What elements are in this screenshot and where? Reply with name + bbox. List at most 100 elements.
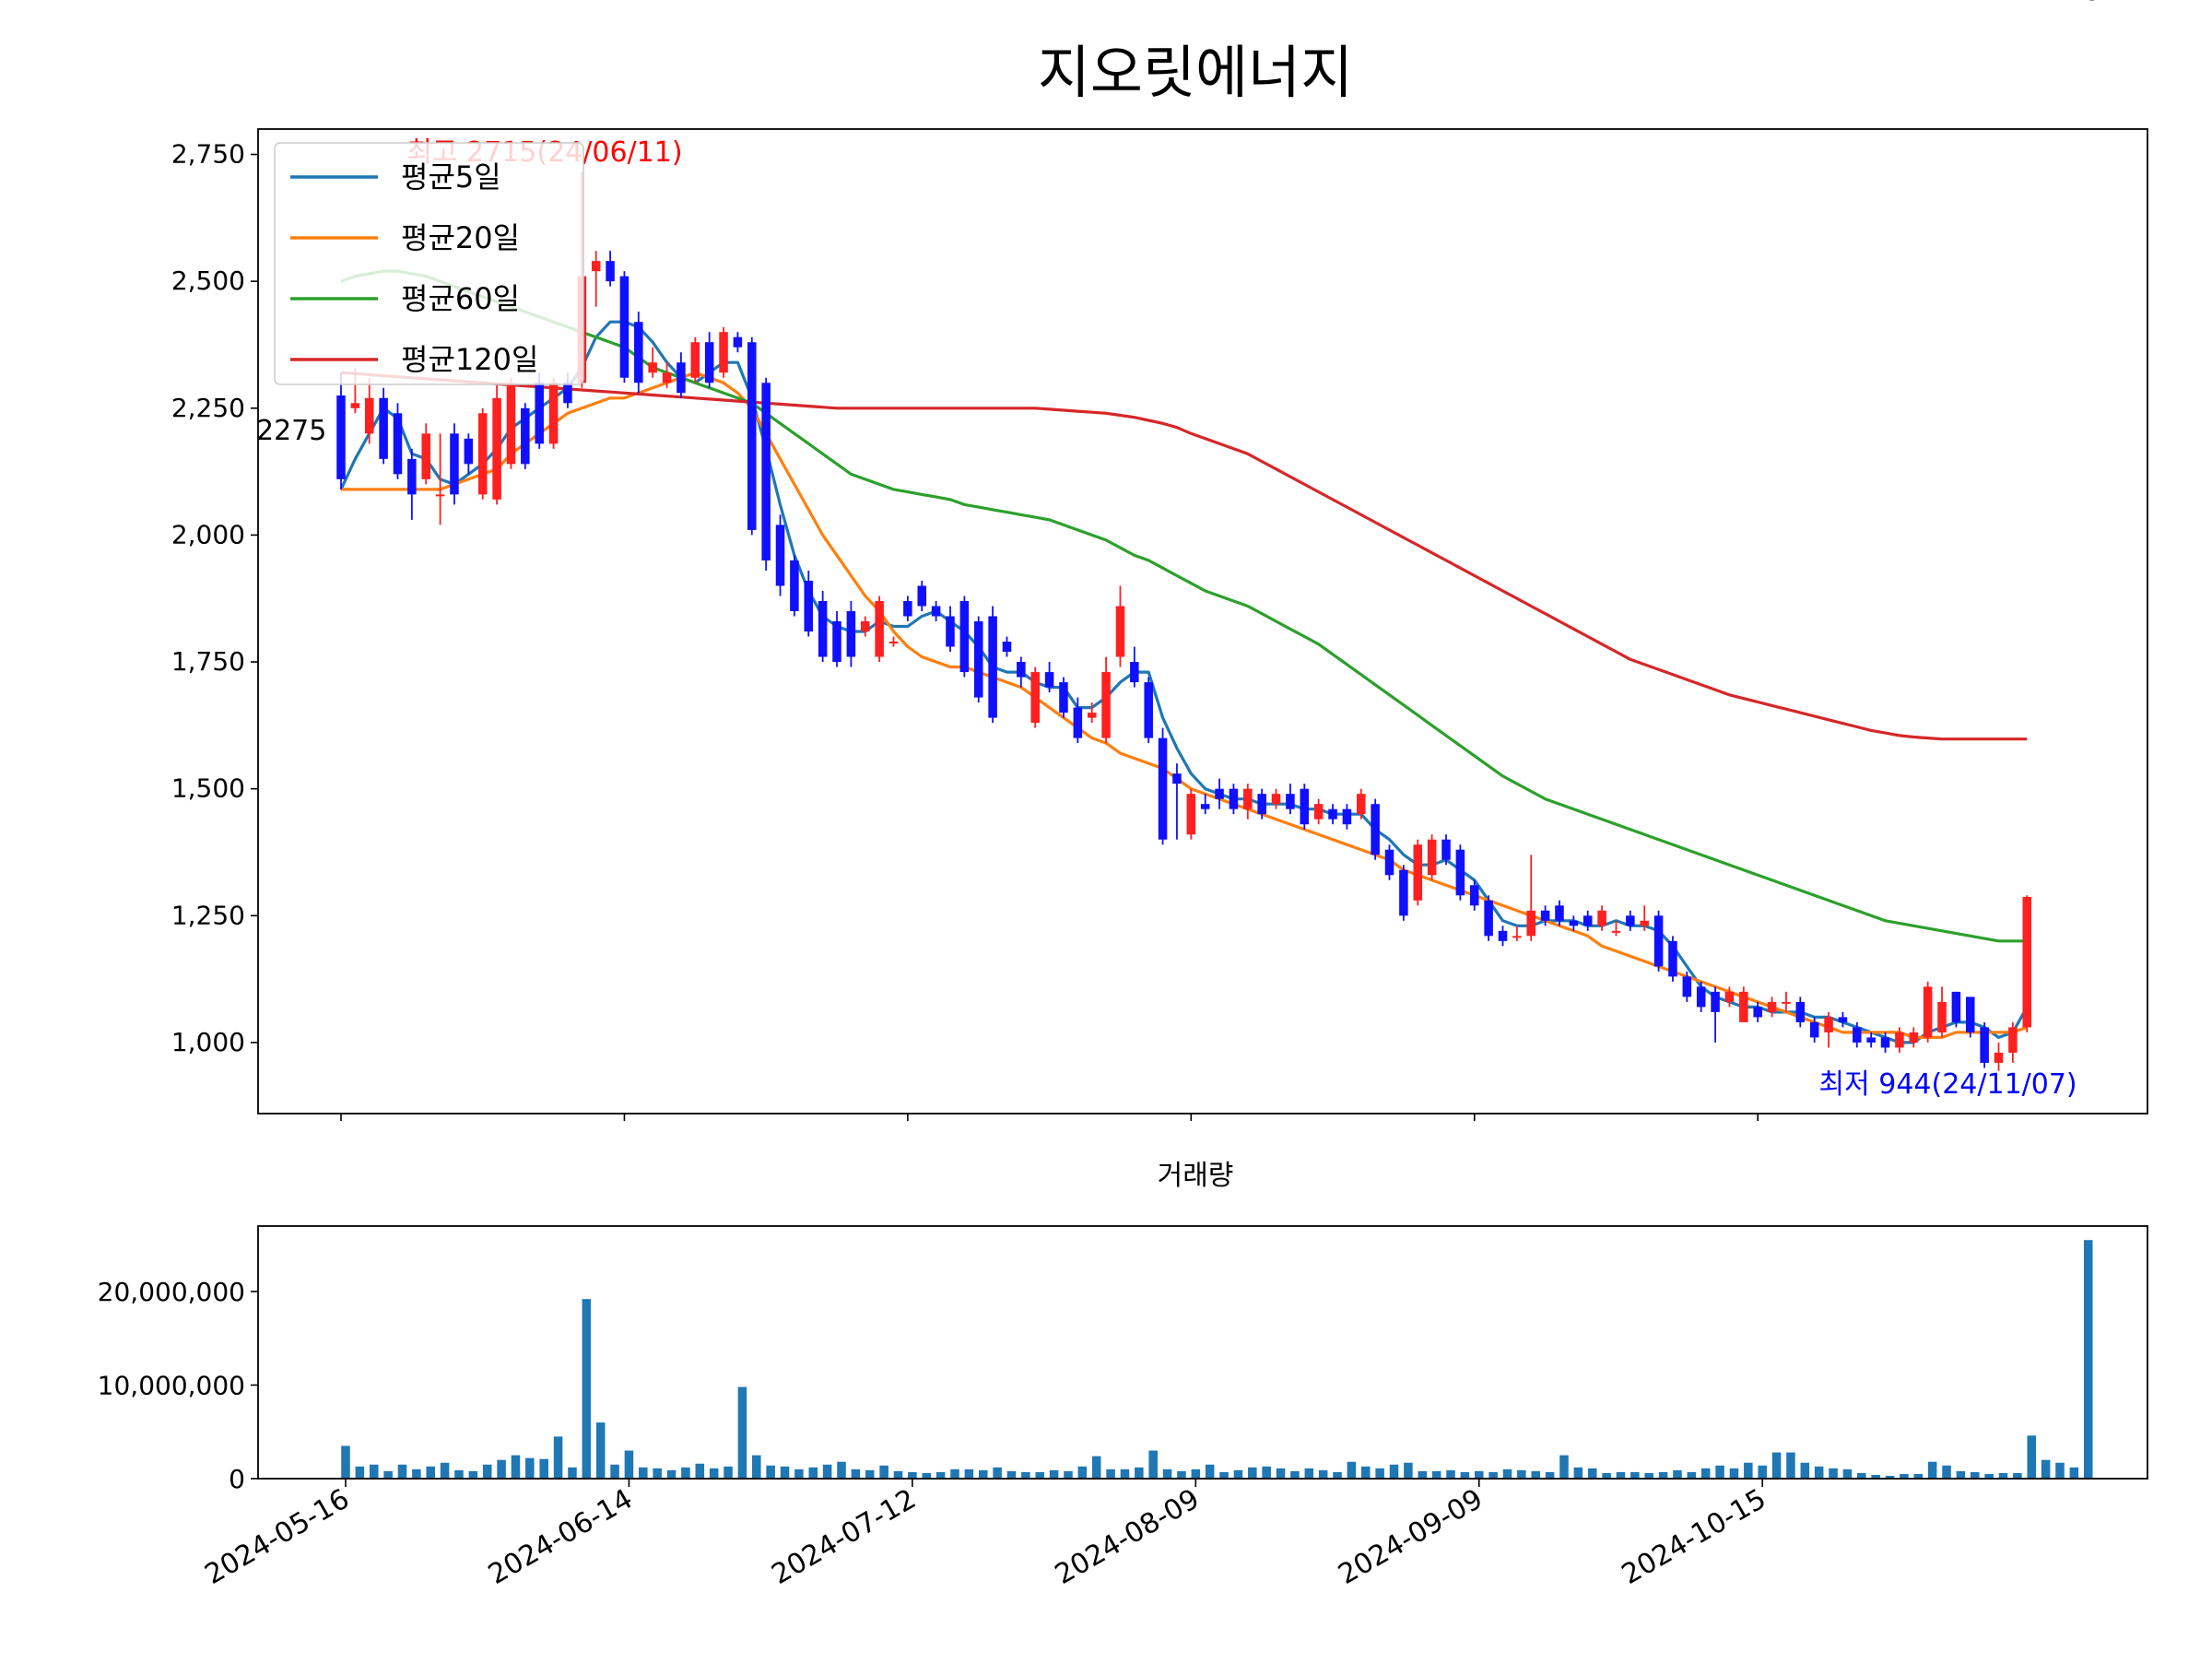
candle-body bbox=[1711, 991, 1720, 1012]
volume-bar bbox=[2013, 1472, 2022, 1479]
volume-bar bbox=[724, 1466, 733, 1479]
volume-bar bbox=[1361, 1466, 1371, 1479]
volume-bar bbox=[624, 1450, 634, 1479]
volume-bar bbox=[851, 1468, 861, 1479]
volume-bar bbox=[553, 1436, 563, 1479]
y-tick-label: 1,250 bbox=[171, 900, 245, 930]
volume-bar bbox=[1942, 1465, 1951, 1479]
volume-bar bbox=[1700, 1468, 1711, 1479]
volume-bar bbox=[2027, 1435, 2037, 1479]
volume-bar bbox=[893, 1470, 903, 1479]
volume-bar bbox=[1446, 1469, 1455, 1479]
volume-bar bbox=[695, 1463, 705, 1479]
candle-body bbox=[1569, 920, 1579, 926]
volume-bar bbox=[412, 1468, 421, 1479]
volume-bar bbox=[525, 1457, 535, 1479]
volume-bar bbox=[1091, 1456, 1101, 1479]
candle-body bbox=[450, 433, 459, 495]
candle-body bbox=[477, 413, 488, 495]
candle-body bbox=[946, 616, 955, 647]
candle-body bbox=[1824, 1017, 1833, 1032]
volume-bar bbox=[595, 1422, 606, 1479]
first-close-annotation: 2275 bbox=[256, 415, 326, 447]
volume-bar bbox=[369, 1464, 379, 1479]
volume-bar bbox=[837, 1461, 846, 1479]
volume-bar bbox=[1077, 1466, 1088, 1479]
price-plot-frame bbox=[257, 128, 2148, 1115]
volume-bar bbox=[908, 1471, 917, 1479]
volume-bar bbox=[1971, 1471, 1980, 1479]
candle-body bbox=[931, 606, 941, 617]
volume-bar bbox=[1276, 1468, 1286, 1479]
volume-bar bbox=[780, 1466, 790, 1479]
candle-body bbox=[704, 342, 714, 383]
candle-body bbox=[464, 438, 474, 465]
volume-bar bbox=[2055, 1462, 2065, 1479]
candle-body bbox=[1229, 788, 1239, 809]
volume-bar bbox=[397, 1464, 407, 1479]
candle-body bbox=[973, 621, 983, 698]
candle-body bbox=[959, 600, 970, 673]
candle-body bbox=[832, 621, 841, 663]
volume-bar bbox=[2041, 1459, 2051, 1479]
candle-body bbox=[1059, 682, 1068, 714]
volume-bar bbox=[1559, 1455, 1569, 1479]
candle-body bbox=[1853, 1027, 1862, 1043]
candle-body bbox=[761, 383, 771, 560]
volume-bar bbox=[879, 1465, 888, 1479]
volume-bar bbox=[1715, 1465, 1724, 1479]
volume-bar bbox=[1900, 1473, 1909, 1479]
candle-body bbox=[1427, 839, 1437, 876]
volume-bar bbox=[1248, 1467, 1257, 1479]
volume-bar bbox=[709, 1468, 719, 1479]
candle-body bbox=[1809, 1021, 1819, 1038]
y-tick-label: 1,500 bbox=[171, 773, 245, 804]
volume-bar bbox=[1021, 1471, 1030, 1479]
volume-bar bbox=[1389, 1464, 1399, 1479]
volume-bar bbox=[1786, 1452, 1795, 1479]
candle-body bbox=[1215, 788, 1224, 799]
volume-bar bbox=[1120, 1468, 1130, 1479]
volume-bar bbox=[1673, 1469, 1682, 1479]
volume-bar bbox=[468, 1470, 478, 1479]
candle-body bbox=[1795, 1001, 1806, 1022]
volume-bar bbox=[539, 1458, 548, 1479]
volume-bar bbox=[1262, 1466, 1271, 1479]
legend-entry: 평균20일 bbox=[401, 220, 520, 255]
candle-body bbox=[917, 585, 927, 607]
volume-bar bbox=[1630, 1471, 1640, 1479]
volume-bar bbox=[1687, 1471, 1697, 1479]
candle-body bbox=[818, 600, 828, 657]
volume-bar bbox=[1488, 1471, 1498, 1479]
candle-body bbox=[1469, 885, 1479, 906]
candle-body bbox=[1540, 910, 1550, 921]
volume-bar bbox=[1304, 1468, 1314, 1479]
volume-bar bbox=[454, 1469, 464, 1479]
volume-bar bbox=[482, 1464, 492, 1479]
volume-bar bbox=[1771, 1452, 1782, 1479]
candle-body bbox=[2008, 1027, 2018, 1053]
candle-body bbox=[435, 494, 445, 497]
volume-bar bbox=[808, 1467, 818, 1479]
volume-bar bbox=[1885, 1475, 1895, 1479]
y-tick-label: 2,000 bbox=[171, 519, 245, 549]
candle-body bbox=[393, 413, 403, 475]
candle-body bbox=[1782, 1001, 1791, 1004]
volume-bar bbox=[1375, 1468, 1384, 1479]
volume-bar bbox=[1191, 1468, 1201, 1479]
volume-bar bbox=[653, 1468, 662, 1479]
volume-bar bbox=[1857, 1472, 1866, 1479]
volume-bar bbox=[766, 1465, 775, 1479]
candle-body bbox=[421, 433, 430, 479]
candle-body bbox=[1909, 1032, 1919, 1043]
volume-chart-title: 거래량 bbox=[1158, 1160, 1234, 1192]
volume-bar bbox=[1205, 1464, 1215, 1479]
volume-bar bbox=[1984, 1473, 1994, 1479]
candle-body bbox=[1300, 788, 1310, 825]
candle-body bbox=[1753, 1007, 1762, 1018]
candle-body bbox=[350, 403, 360, 408]
volume-bar bbox=[1531, 1470, 1541, 1479]
candle-body bbox=[1880, 1037, 1890, 1048]
volume-bar bbox=[1460, 1471, 1470, 1479]
